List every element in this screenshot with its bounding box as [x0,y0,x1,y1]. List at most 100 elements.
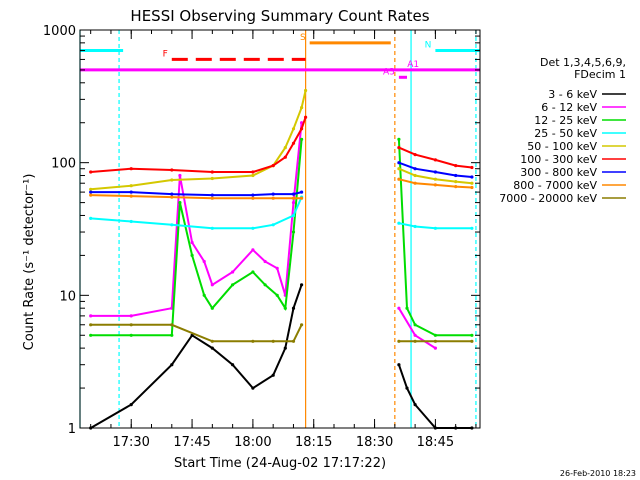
data-point-7-3 [210,196,214,200]
data-point-5-13 [454,164,458,168]
data-point-7-0 [89,193,93,197]
data-point-4-6 [283,146,287,150]
data-point-7-5 [271,196,275,200]
data-point-8-0 [89,323,93,327]
data-point-3-10 [433,226,437,230]
data-point-5-4 [251,170,255,174]
data-point-2-16 [413,323,417,327]
data-point-5-9 [304,115,308,119]
y-tick-label: 100 [51,157,76,172]
flag-label-2: S [300,33,306,43]
series-line-3-0 [90,196,303,230]
data-point-3-11 [470,226,474,230]
data-point-6-0 [89,190,93,194]
flag-label-1: F [163,49,168,59]
data-point-8-7 [300,323,304,327]
y-tick-label: 1 [68,422,76,437]
data-point-2-17 [433,333,437,337]
data-point-4-1 [129,184,133,188]
series-7 [89,177,474,200]
data-point-1-12 [291,201,296,205]
flag-label-3: A1 [407,60,419,70]
flag-4: A3 [383,67,408,79]
data-point-2-18 [470,333,474,337]
flag-label-4: A3 [383,67,395,77]
data-point-2-8 [251,270,255,274]
data-point-4-0 [89,187,93,191]
data-point-3-5 [271,223,275,227]
data-point-3-8 [397,221,401,225]
data-point-2-14 [397,137,401,141]
y-tick-label: 1000 [43,24,76,39]
x-tick-label: 18:15 [295,435,332,450]
legend-label-1: 6 - 12 keV [541,101,597,114]
data-point-2-6 [210,306,214,310]
data-point-7-4 [251,196,255,200]
data-point-5-1 [129,167,133,171]
plot-area: N F S A1 A3 [79,30,480,430]
data-point-0-8 [283,346,287,350]
series-1 [89,121,437,350]
data-point-1-7 [231,270,235,274]
series-2 [89,137,474,337]
data-point-1-10 [275,266,279,270]
data-point-5-14 [470,165,474,170]
data-point-0-4 [210,346,214,350]
y-axis-label: Count Rate (s⁻¹ detector⁻¹) [22,174,37,351]
data-point-5-7 [291,141,296,145]
data-point-8-9 [413,339,417,343]
data-point-6-6 [291,192,296,196]
data-point-6-8 [397,161,401,165]
legend-label-0: 3 - 6 keV [548,88,597,101]
series-0 [89,283,474,430]
data-point-0-7 [271,373,275,377]
data-point-1-1 [129,314,133,318]
data-point-1-0 [89,314,93,318]
flag-label-0: N [425,41,432,51]
x-tick-label: 18:00 [234,435,271,450]
data-point-6-1 [129,190,133,194]
x-tick-label: 17:30 [112,435,149,450]
data-point-6-10 [433,170,437,174]
data-point-4-7 [291,127,296,131]
data-point-4-8 [300,106,304,110]
data-point-8-8 [397,339,401,343]
flag-2: S [300,33,391,45]
data-point-2-0 [89,333,93,337]
data-point-8-10 [433,339,437,343]
data-point-0-6 [251,386,255,390]
data-point-3-4 [251,226,255,230]
data-point-1-14 [397,306,401,310]
data-point-8-11 [470,339,474,343]
data-point-7-6 [291,196,296,200]
data-point-2-11 [283,306,287,310]
data-point-5-0 [89,170,93,174]
data-point-4-2 [170,178,174,182]
flag-0: N [80,41,480,53]
data-point-6-2 [170,192,174,196]
data-point-2-1 [129,333,133,337]
data-point-0-3 [190,333,194,337]
data-point-4-11 [413,173,417,178]
data-point-0-9 [291,306,296,310]
data-point-1-9 [263,259,267,264]
data-point-3-3 [210,226,214,230]
series-3 [89,195,474,230]
data-point-3-1 [129,219,133,224]
data-point-4-14 [470,181,474,185]
data-point-2-3 [178,201,182,205]
legend-header-line: Det 1,3,4,5,6,9, [540,56,626,69]
data-point-2-15 [405,306,409,310]
data-point-6-5 [271,192,275,196]
data-point-1-16 [433,346,437,350]
data-point-2-9 [263,283,267,287]
data-point-3-2 [170,223,174,227]
data-point-6-4 [251,193,255,197]
x-tick-label: 17:45 [173,435,210,450]
plot-frame [79,29,481,429]
legend-label-2: 12 - 25 keV [534,114,597,127]
data-point-2-12 [291,230,296,234]
data-point-2-4 [190,253,194,257]
data-point-1-3 [178,173,182,178]
